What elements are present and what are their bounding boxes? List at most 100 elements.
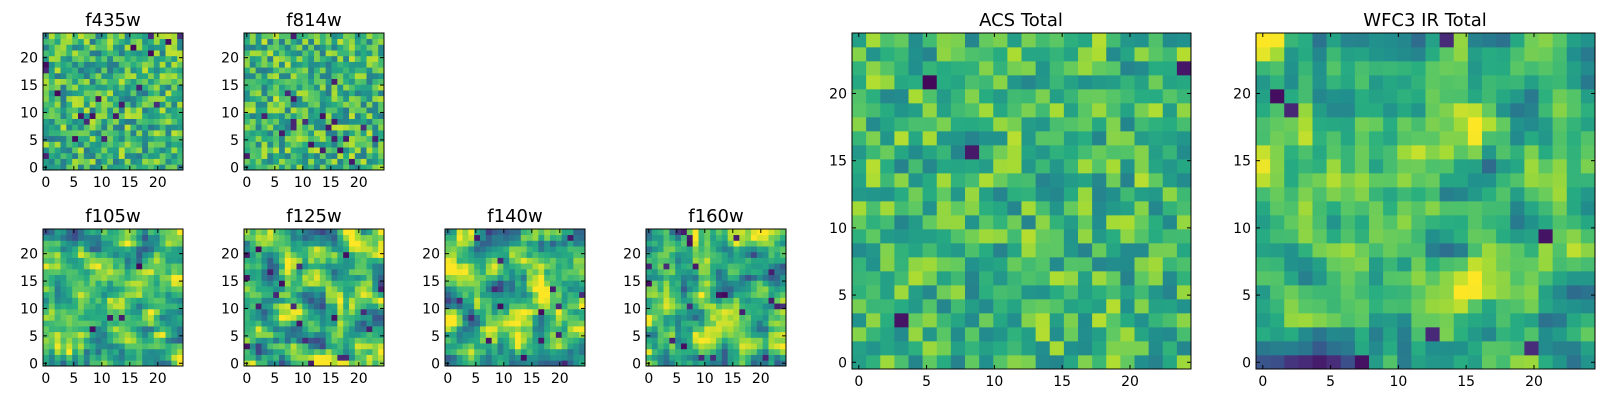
heatmap-cell [1298,61,1313,76]
heatmap-cell [319,84,327,91]
heatmap-cell [555,286,563,293]
heatmap-cell [727,240,734,247]
heatmap-cell [675,320,682,327]
heatmap-cell [979,313,994,328]
heatmap-cell [936,229,952,244]
heatmap-cell [43,101,50,108]
heatmap-cell [118,274,126,281]
heatmap-cell [290,280,297,287]
heatmap-cell [319,44,327,51]
heatmap-cell [107,314,114,321]
heatmap-cell [314,72,321,80]
heatmap-cell [153,124,161,131]
heatmap-cell [1566,215,1582,230]
heatmap-cell [60,343,67,350]
heatmap-cell [1566,313,1582,328]
heatmap-cell [331,326,338,333]
heatmap-cell [768,314,775,321]
heatmap-cell [273,320,280,327]
heatmap-cell [1439,285,1455,300]
heatmap-cell [979,33,994,48]
heatmap-cell [354,343,362,350]
heatmap-cell [567,308,574,315]
heatmap-cell [1552,33,1568,48]
heatmap-cell [1411,341,1426,356]
heatmap-cell [284,343,292,350]
heatmap-cell [704,331,711,338]
heatmap-cell [118,67,126,74]
heatmap-cell [319,348,327,355]
heatmap-cell [756,229,764,236]
heatmap-cell [107,280,114,287]
heatmap-cell [153,286,161,293]
heatmap-cell [538,303,545,310]
heatmap-cell [550,303,557,310]
heatmap-cell [561,331,568,338]
heatmap-cell [360,38,367,45]
heatmap-cell [979,341,994,356]
heatmap-cell [337,257,344,264]
heatmap-cell [894,327,909,342]
heatmap-cell [296,50,303,57]
heatmap-cell [1270,299,1285,314]
heatmap-cell [503,320,510,327]
heatmap-cell [319,112,327,119]
heatmap-cell [101,135,108,142]
heatmap-cell [646,246,653,253]
heatmap-cell [349,95,356,102]
heatmap-cell [704,360,711,367]
heatmap-cell [325,33,332,40]
heatmap-cell [165,354,172,361]
heatmap-cell [716,343,723,350]
heatmap-cell [922,187,938,202]
heatmap-cell [468,257,475,264]
heatmap-cell [692,308,699,315]
heatmap-cell [756,268,764,276]
heatmap-cell [290,147,297,154]
heatmap-cell [78,67,85,74]
heatmap-cell [244,147,251,154]
heatmap-cell [716,326,723,333]
heatmap-cell [704,308,711,315]
heatmap-cell [290,135,297,142]
heatmap-cell [497,274,504,281]
heatmap-cell [1176,173,1192,188]
heatmap-cell [372,343,379,350]
heatmap-cell [107,44,114,51]
heatmap-cell [165,152,172,159]
heatmap-cell [908,243,923,258]
heatmap-cell [244,67,251,74]
heatmap-cell [1120,173,1135,188]
heatmap-cell [43,135,50,142]
heatmap-cell [1340,173,1356,188]
heatmap-cell [669,354,676,361]
heatmap-cell [124,326,131,333]
heatmap-cell [267,130,274,137]
heatmap-cell [118,320,126,327]
heatmap-cell [710,360,717,367]
heatmap-cell [89,72,96,80]
heatmap-cell [651,354,659,361]
heatmap-cell [1049,341,1065,356]
heatmap-cell [83,314,91,321]
heatmap-cell [255,308,262,315]
heatmap-cell [331,95,338,102]
heatmap-cell [1383,75,1398,90]
heatmap-cell [319,240,327,247]
heatmap-cell [1425,243,1440,258]
heatmap-cell [107,72,114,80]
heatmap-cell [314,297,321,304]
heatmap-cell [314,268,321,276]
heatmap-cell [1134,131,1149,146]
heatmap-cell [1270,89,1285,104]
heatmap-cell [1134,355,1149,370]
heatmap-cell [526,286,533,293]
heatmap-cell [354,274,362,281]
heatmap-cell [101,61,108,68]
heatmap-cell [89,303,96,310]
heatmap-cell [261,130,268,137]
heatmap-cell [480,297,487,304]
heatmap-cell [1510,201,1525,216]
heatmap-cell [780,263,787,270]
heatmap-cell [60,135,67,142]
